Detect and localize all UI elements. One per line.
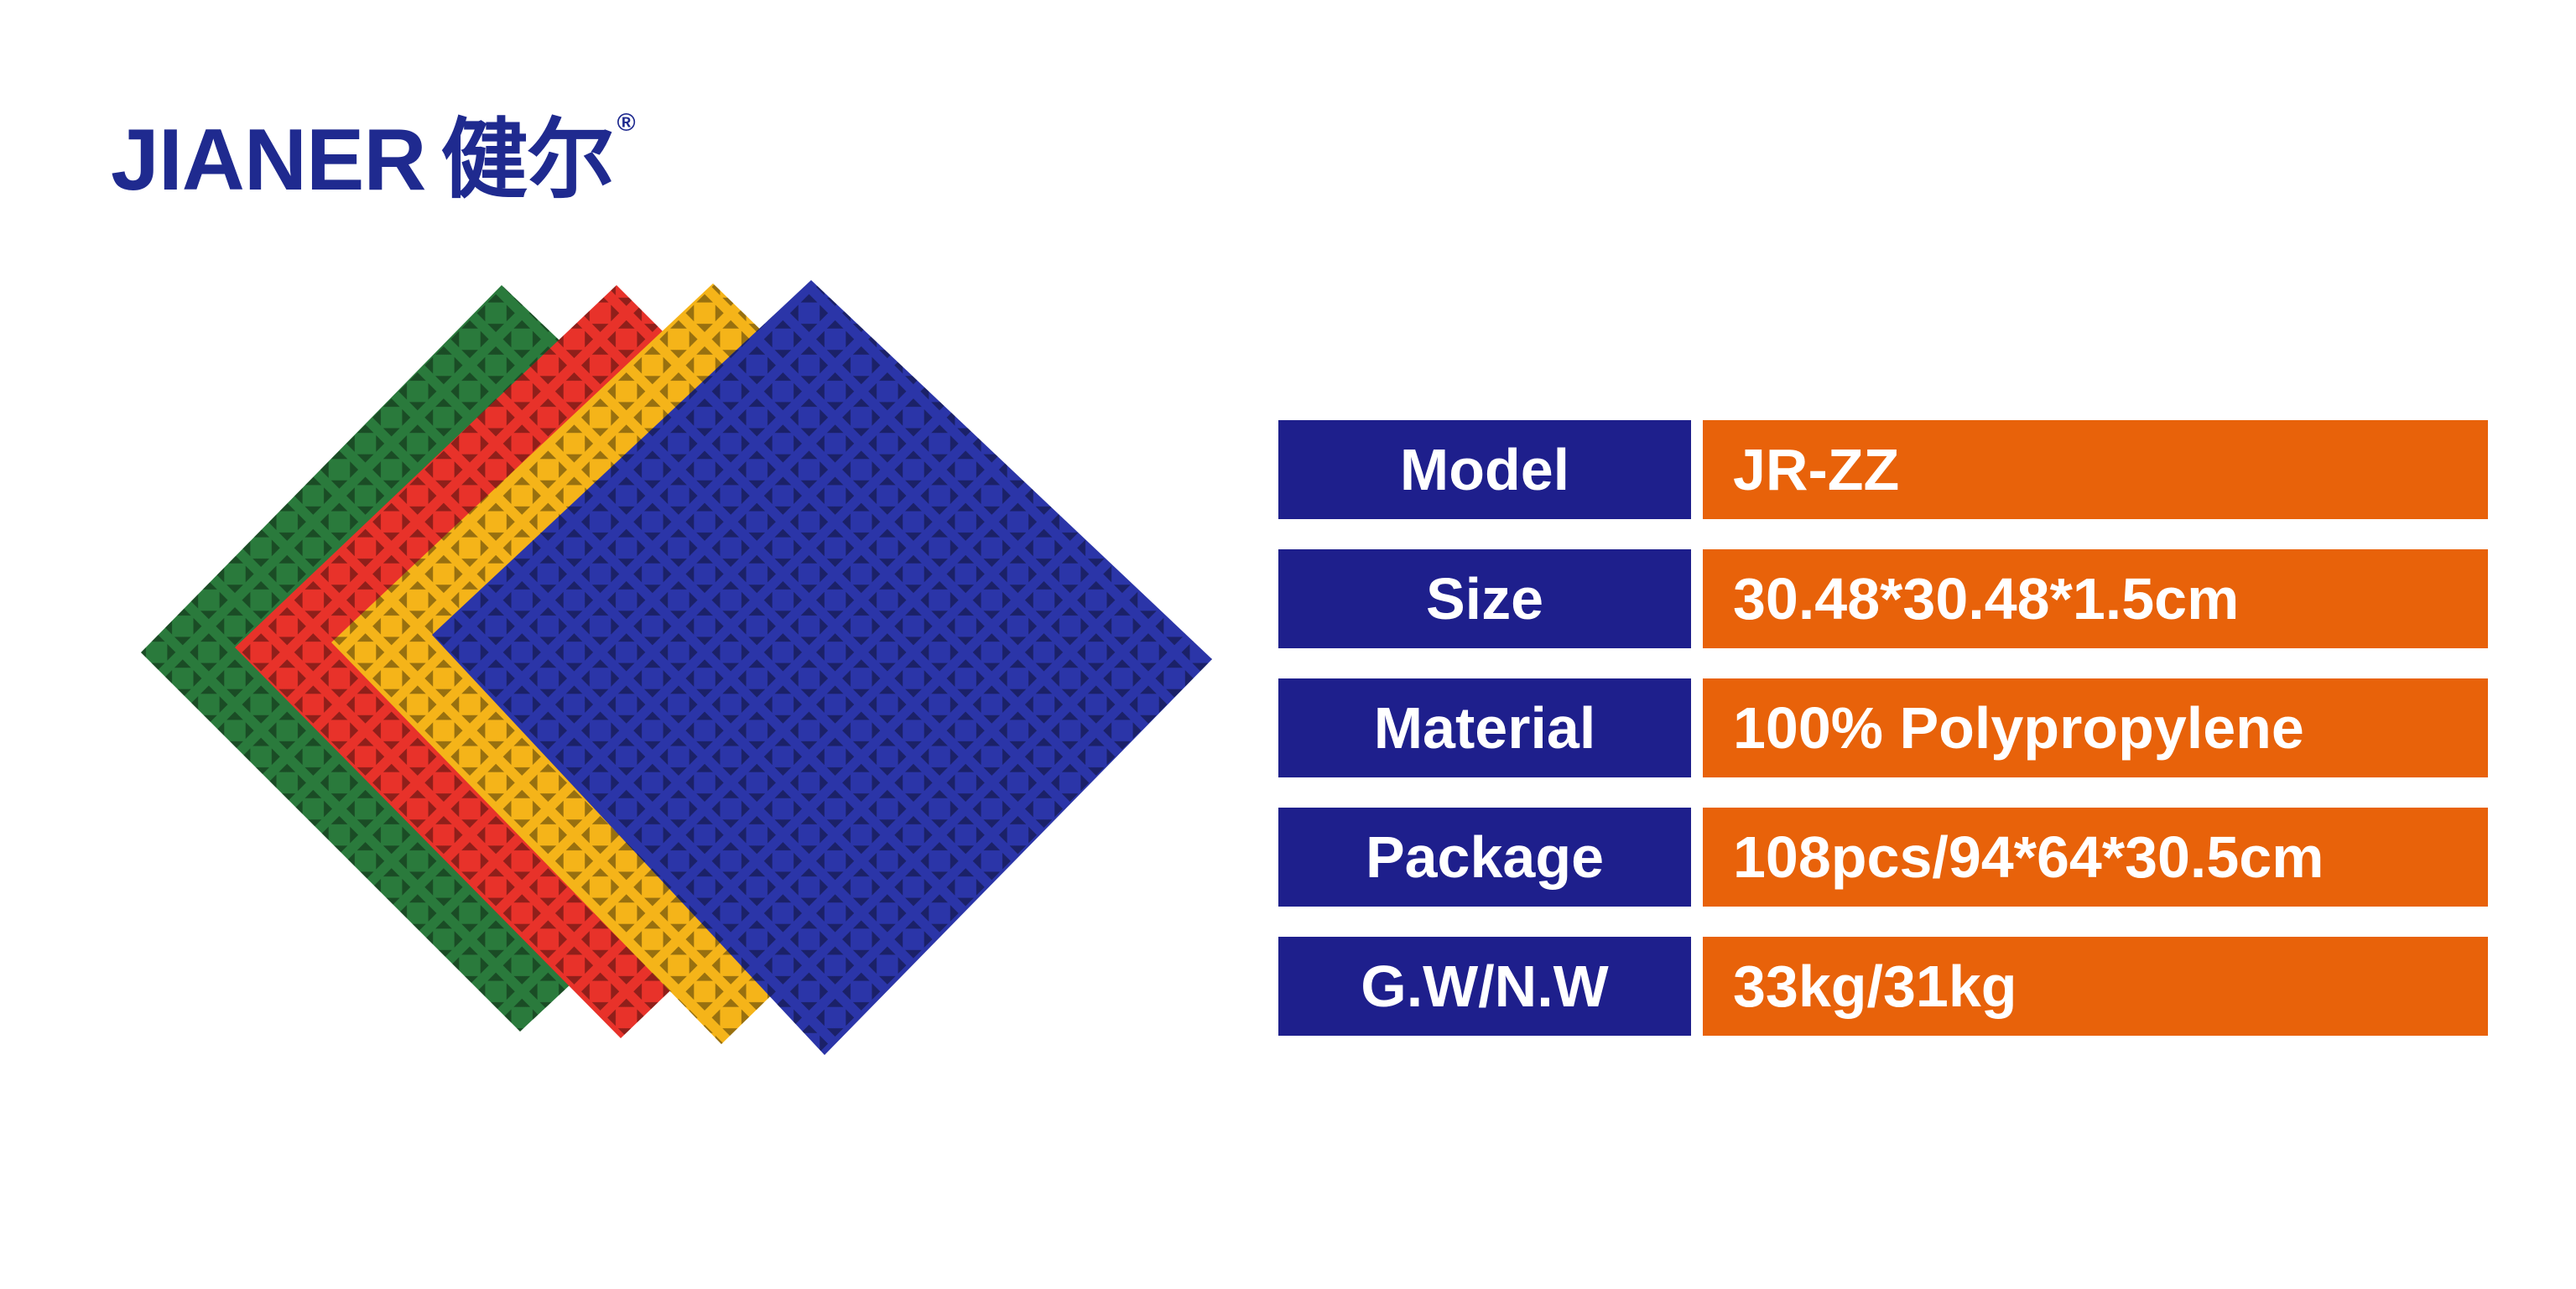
spec-row: G.W/N.W 33kg/31kg xyxy=(1278,937,2488,1036)
spec-row: Package 108pcs/94*64*30.5cm xyxy=(1278,808,2488,907)
spec-label: Package xyxy=(1278,808,1691,907)
logo: JIANER 健尔 ® xyxy=(111,111,636,205)
floor-tiles-image xyxy=(141,280,1212,1055)
spec-row: Size 30.48*30.48*1.5cm xyxy=(1278,549,2488,648)
spec-value: 100% Polypropylene xyxy=(1703,678,2488,777)
brand-cn: 健尔 xyxy=(440,108,614,211)
spec-label: Material xyxy=(1278,678,1691,777)
brand: JIANER xyxy=(111,112,426,209)
spec-value: 108pcs/94*64*30.5cm xyxy=(1703,808,2488,907)
spec-value: 30.48*30.48*1.5cm xyxy=(1703,549,2488,648)
blue-tile xyxy=(432,280,1212,1055)
spec-label: Size xyxy=(1278,549,1691,648)
spec-value: 33kg/31kg xyxy=(1703,937,2488,1036)
spec-row: Material 100% Polypropylene xyxy=(1278,678,2488,777)
registered-mark: ® xyxy=(617,109,635,137)
spec-row: Model JR-ZZ xyxy=(1278,420,2488,519)
spec-value: JR-ZZ xyxy=(1703,420,2488,519)
spec-label: Model xyxy=(1278,420,1691,519)
spec-table: Model JR-ZZ Size 30.48*30.48*1.5cm Mater… xyxy=(1278,420,2488,1066)
spec-label: G.W/N.W xyxy=(1278,937,1691,1036)
